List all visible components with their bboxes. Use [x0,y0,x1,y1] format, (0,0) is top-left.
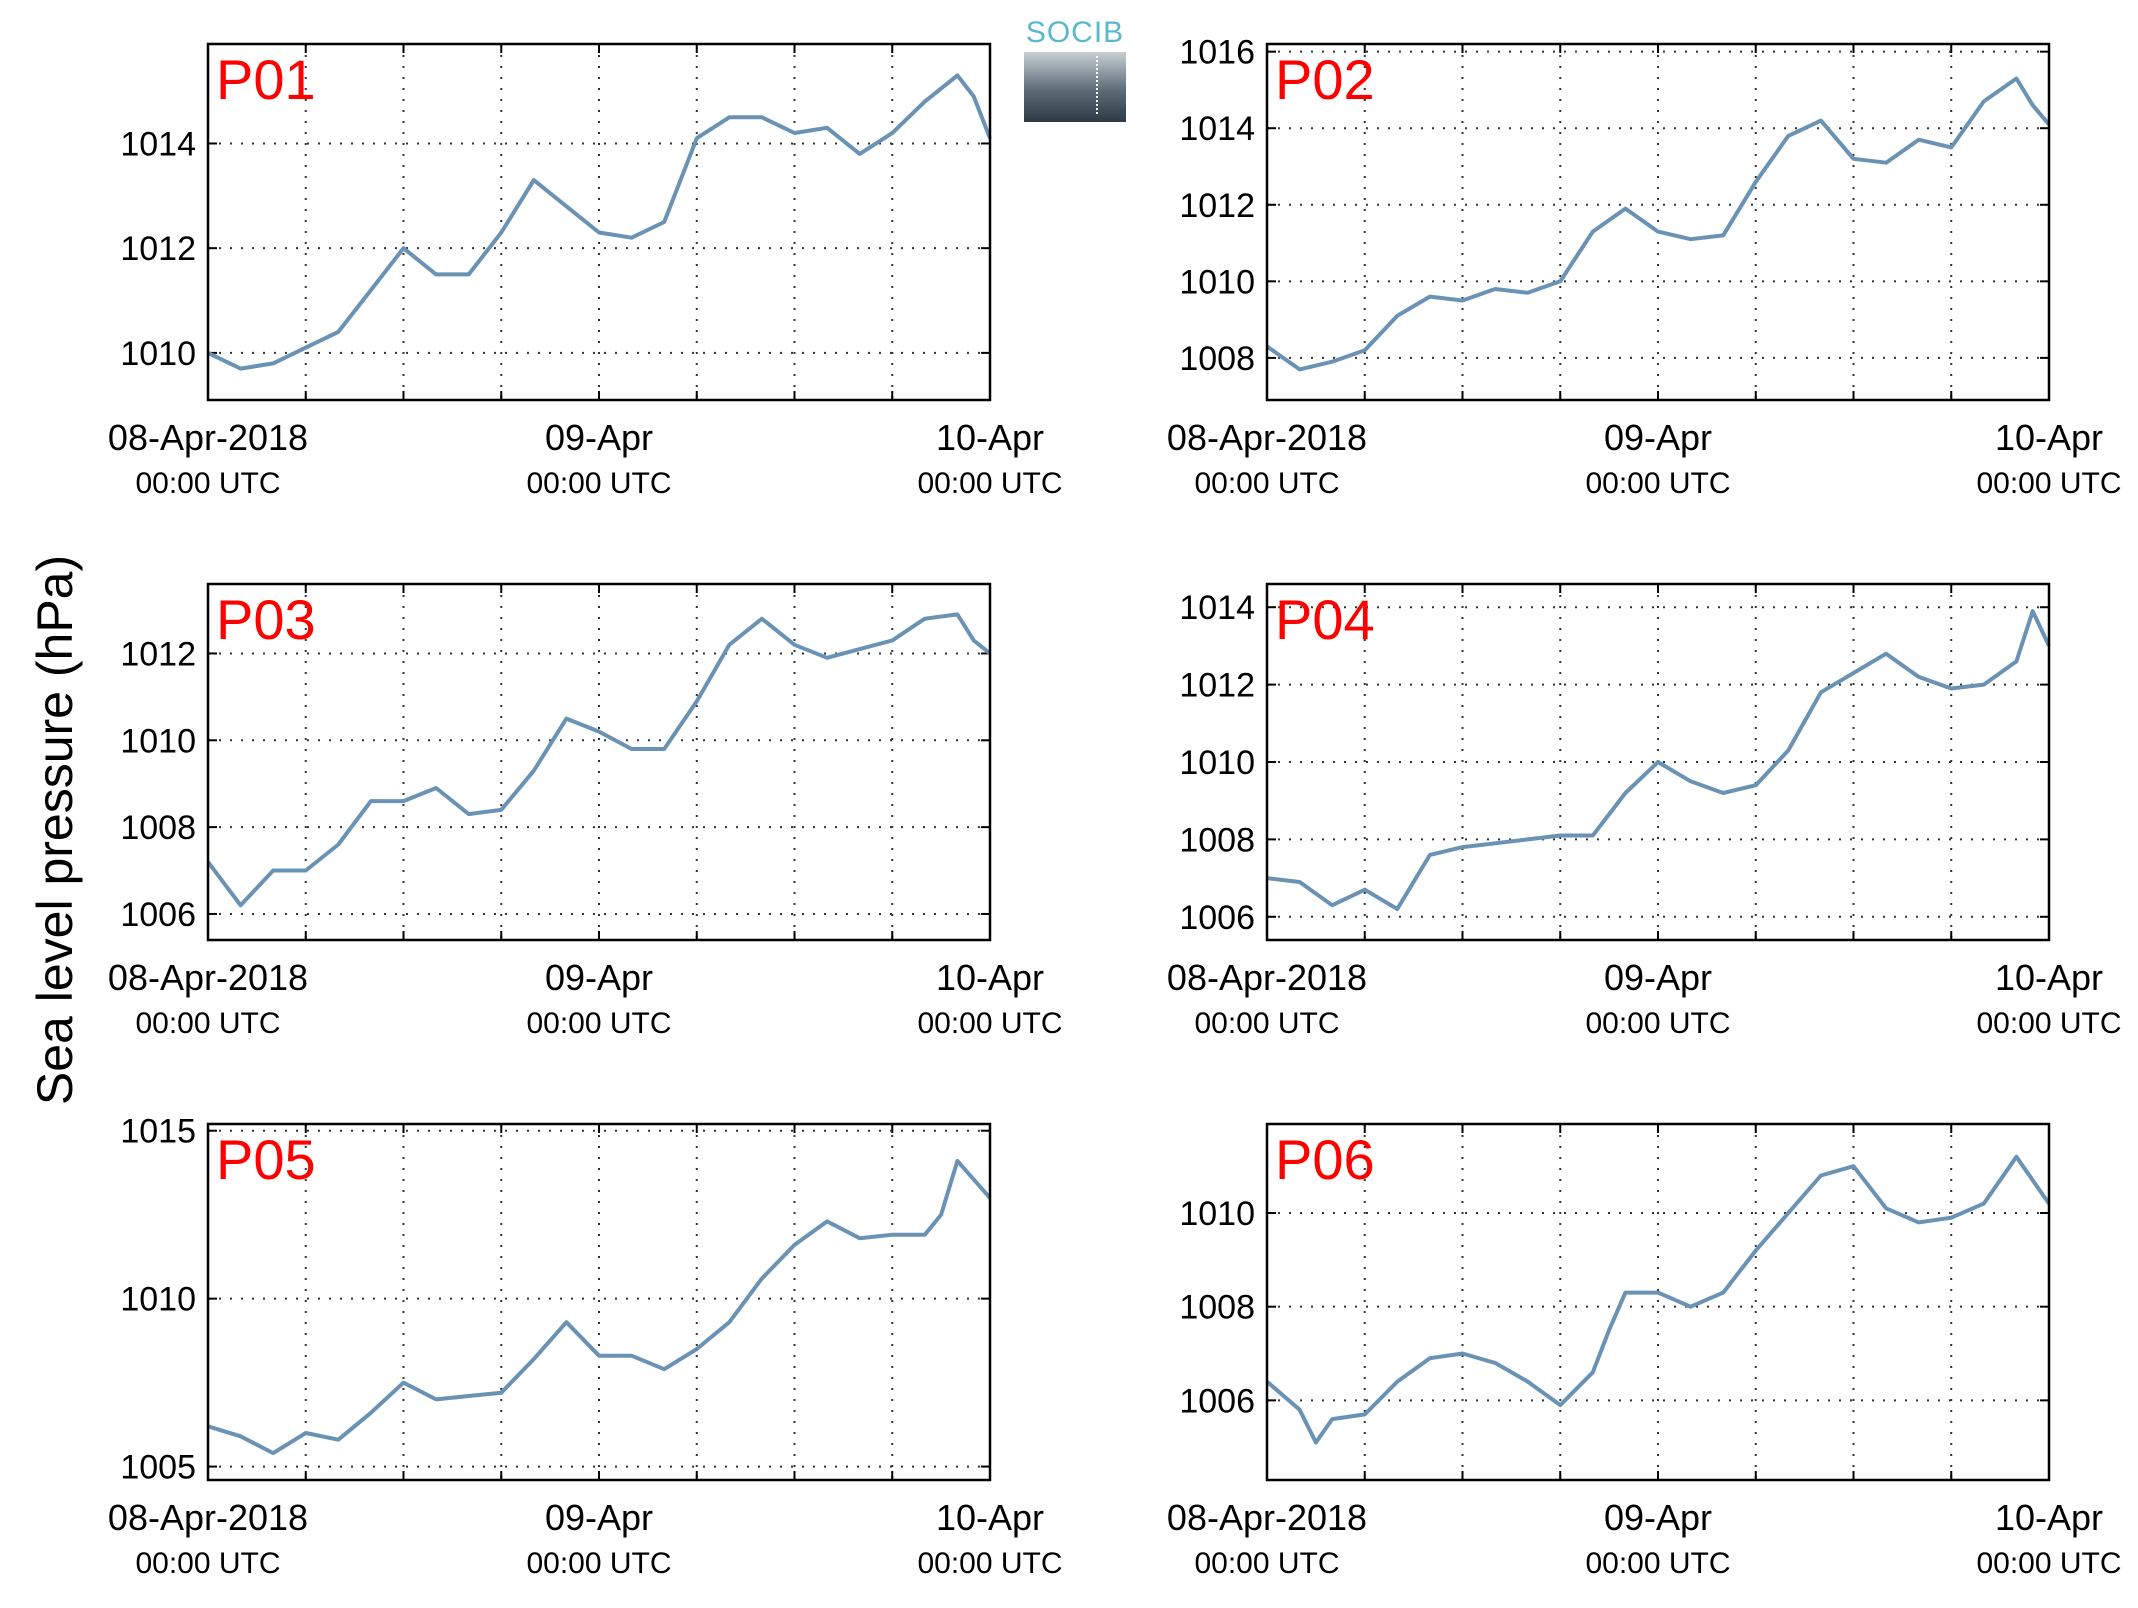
chart-panel-1: 1010 1012 1014 P01 08-Apr-2018 00:00 UTC 09-Ap… [108,42,1063,500]
x-tick-sublabel: 00:00 UTC [135,467,280,500]
chart-panel-3: 1006 1008 1010 1012 P03 08-Apr-2018 00:00 UTC 0… [108,582,1063,1040]
x-tick-sublabel: 00:00 UTC [135,1547,280,1580]
panel-label: P03 [216,588,316,651]
x-tick-sublabel: 00:00 UTC [1194,1547,1339,1580]
pressure-series-line [207,1158,992,1456]
axes-frame [206,582,992,942]
x-tick-label: 09-Apr [1604,417,1712,458]
y-tick-label: 1012 [120,635,196,673]
y-tick-label: 1008 [1179,1289,1255,1327]
x-tick-label: 09-Apr [545,417,653,458]
x-tick-label: 08-Apr-2018 [1167,1497,1367,1538]
x-tick-label: 08-Apr-2018 [1167,417,1367,458]
x-tick-sublabel: 00:00 UTC [917,1007,1062,1040]
pressure-series-line [1265,1154,2051,1445]
x-tick-sublabel: 00:00 UTC [1194,467,1339,500]
axes-frame [1265,1122,2051,1482]
y-tick-label: 1014 [1179,110,1255,148]
panel-label: P02 [1275,48,1375,111]
chart-panel-5: 1005 1010 1015 P05 08-Apr-2018 00:00 UTC 09-Ap… [108,1113,1063,1580]
y-tick-label: 1016 [1179,34,1255,72]
panel-label: P01 [216,48,316,111]
y-tick-label: 1012 [120,230,196,268]
x-tick-label: 09-Apr [1604,1497,1712,1538]
x-tick-sublabel: 00:00 UTC [526,1007,671,1040]
x-tick-sublabel: 00:00 UTC [526,467,671,500]
x-tick-sublabel: 00:00 UTC [1585,467,1730,500]
x-tick-sublabel: 00:00 UTC [917,1547,1062,1580]
pressure-series-line [1266,609,2051,911]
y-tick-label: 1014 [120,125,196,163]
x-tick-sublabel: 00:00 UTC [1585,1007,1730,1040]
x-tick-sublabel: 00:00 UTC [526,1547,671,1580]
logo-dash [1096,56,1098,114]
y-tick-label: 1015 [120,1113,196,1151]
pressure-series-line [206,612,992,908]
chart-panel-4: 1006 1008 1010 1012 1014 P04 08-Apr-2018 00:00 … [1167,582,2122,1040]
x-tick-label: 08-Apr-2018 [1167,957,1367,998]
x-tick-sublabel: 00:00 UTC [917,467,1062,500]
y-tick-label: 1010 [1179,263,1255,301]
pressure-series-line [207,73,992,371]
x-tick-sublabel: 00:00 UTC [1976,467,2121,500]
y-tick-label: 1008 [1179,340,1255,378]
x-tick-label: 09-Apr [1604,957,1712,998]
axes-frame [1265,582,2051,942]
y-tick-label: 1010 [120,722,196,760]
x-tick-label: 08-Apr-2018 [108,957,308,998]
y-tick-label: 1010 [1179,744,1255,782]
x-tick-label: 10-Apr [1995,957,2103,998]
x-tick-label: 10-Apr [936,1497,1044,1538]
x-tick-label: 10-Apr [936,957,1044,998]
logo-text: SOCIB [1025,16,1125,49]
axes-frame [1265,42,2051,402]
y-tick-label: 1006 [1179,1382,1255,1420]
x-tick-sublabel: 00:00 UTC [1976,1547,2121,1580]
y-tick-label: 1008 [1179,821,1255,859]
y-tick-label: 1006 [1179,899,1255,937]
socib-logo: SOCIB [1024,16,1126,122]
x-tick-sublabel: 00:00 UTC [135,1007,280,1040]
y-tick-label: 1010 [1179,1195,1255,1233]
x-tick-label: 09-Apr [545,957,653,998]
x-tick-label: 10-Apr [1995,1497,2103,1538]
chart-panel-6: 1006 1008 1010 P06 08-Apr-2018 00:00 UTC 09-Ap… [1167,1122,2122,1580]
y-tick-label: 1012 [1179,187,1255,225]
y-tick-label: 1008 [120,809,196,847]
x-tick-label: 09-Apr [545,1497,653,1538]
x-tick-sublabel: 00:00 UTC [1976,1007,2121,1040]
x-tick-sublabel: 00:00 UTC [1585,1547,1730,1580]
y-tick-label: 1006 [120,896,196,934]
y-tick-label: 1005 [120,1449,196,1487]
x-tick-sublabel: 00:00 UTC [1194,1007,1339,1040]
x-tick-label: 08-Apr-2018 [108,417,308,458]
y-tick-label: 1014 [1179,589,1255,627]
x-tick-label: 10-Apr [936,417,1044,458]
panel-label: P05 [216,1128,316,1191]
chart-panel-2: 1008 1010 1012 1014 1016 P02 08-Apr-2018 00:00 … [1167,34,2122,500]
pressure-series-line [1265,76,2051,372]
x-tick-label: 10-Apr [1995,417,2103,458]
axes-frame [206,1122,992,1482]
panel-label: P06 [1275,1128,1375,1191]
y-tick-label: 1010 [120,335,196,373]
panel-label: P04 [1275,588,1375,651]
y-tick-label: 1010 [120,1281,196,1319]
x-tick-label: 08-Apr-2018 [108,1497,308,1538]
axes-frame [206,42,992,402]
y-tick-label: 1012 [1179,667,1255,705]
logo-emblem [1024,52,1126,122]
